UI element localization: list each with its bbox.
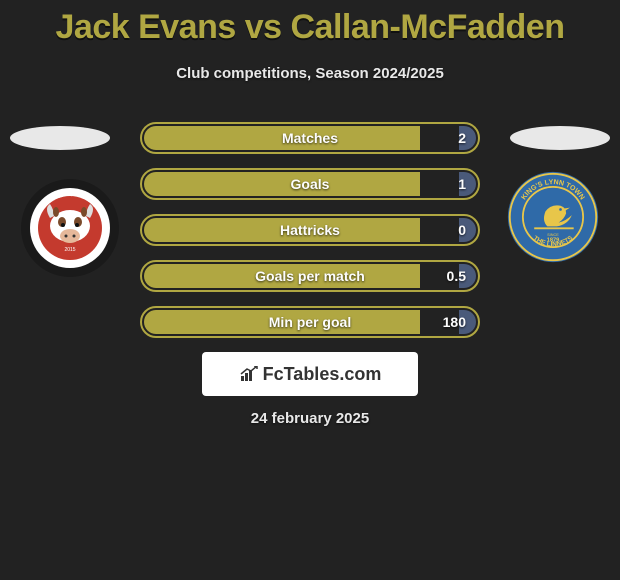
right-club-crest: KING'S LYNN TOWN THE LINNETS SINCE 1879 bbox=[506, 170, 600, 264]
bar-hattricks: Hattricks 0 bbox=[140, 214, 480, 246]
bar-value: 0.5 bbox=[447, 268, 466, 284]
page-title: Jack Evans vs Callan-McFadden bbox=[0, 0, 620, 47]
left-shadow-ellipse bbox=[10, 126, 110, 150]
right-shadow-ellipse bbox=[510, 126, 610, 150]
logo-text: FcTables.com bbox=[263, 364, 382, 385]
bar-label: Min per goal bbox=[269, 314, 351, 330]
chart-icon bbox=[239, 366, 259, 382]
bar-matches: Matches 2 bbox=[140, 122, 480, 154]
bar-min-per-goal: Min per goal 180 bbox=[140, 306, 480, 338]
bar-value: 1 bbox=[458, 176, 466, 192]
bar-value: 180 bbox=[443, 314, 466, 330]
bar-fill-left bbox=[144, 172, 420, 196]
left-club-crest: HEREFORD FC FOREVER UNITED 2015 bbox=[20, 178, 120, 278]
bar-label: Goals bbox=[291, 176, 330, 192]
bar-value: 2 bbox=[458, 130, 466, 146]
bar-goals: Goals 1 bbox=[140, 168, 480, 200]
svg-text:SINCE: SINCE bbox=[547, 233, 559, 237]
svg-text:2015: 2015 bbox=[64, 247, 75, 253]
svg-text:1879: 1879 bbox=[547, 237, 560, 243]
fctables-logo: FcTables.com bbox=[202, 352, 418, 396]
bar-label: Goals per match bbox=[255, 268, 365, 284]
subtitle: Club competitions, Season 2024/2025 bbox=[0, 65, 620, 82]
bar-value: 0 bbox=[458, 222, 466, 238]
date-text: 24 february 2025 bbox=[0, 410, 620, 427]
bar-label: Matches bbox=[282, 130, 338, 146]
bar-goals-per-match: Goals per match 0.5 bbox=[140, 260, 480, 292]
stats-bars: Matches 2 Goals 1 Hattricks 0 Goals per … bbox=[140, 122, 480, 352]
bar-label: Hattricks bbox=[280, 222, 340, 238]
